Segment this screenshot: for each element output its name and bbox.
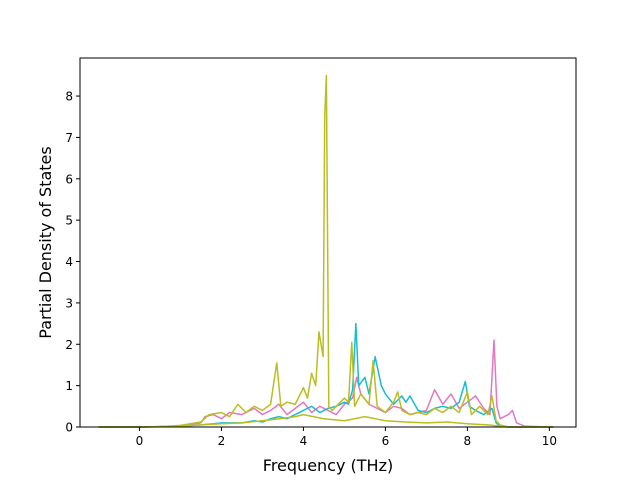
y-tick-label: 2 — [65, 338, 73, 352]
series-line-3 — [98, 74, 554, 428]
y-tick-label: 3 — [65, 296, 73, 310]
y-axis-label: Partial Density of States — [36, 146, 55, 338]
y-tick-label: 8 — [65, 90, 73, 104]
x-tick-label: 4 — [300, 434, 308, 448]
x-tick-label: 6 — [382, 434, 390, 448]
x-tick-label: 8 — [464, 434, 472, 448]
y-tick-label: 6 — [65, 172, 73, 186]
y-tick-label: 4 — [65, 255, 73, 269]
y-tick-label: 0 — [65, 421, 73, 435]
x-tick-label: 0 — [136, 434, 144, 448]
x-tick-label: 2 — [218, 434, 226, 448]
tick-layer: 0 2 4 6 8 10 0 1 2 3 4 5 6 7 8 — [65, 90, 557, 448]
series-layer — [98, 74, 554, 428]
plot-frame — [79, 57, 577, 428]
y-tick-label: 7 — [65, 131, 73, 145]
series-line-4 — [98, 413, 554, 428]
y-tick-label: 1 — [65, 379, 73, 393]
x-axis-label: Frequency (THz) — [263, 456, 393, 475]
y-tick-label: 5 — [65, 214, 73, 228]
x-tick-label: 10 — [542, 434, 557, 448]
